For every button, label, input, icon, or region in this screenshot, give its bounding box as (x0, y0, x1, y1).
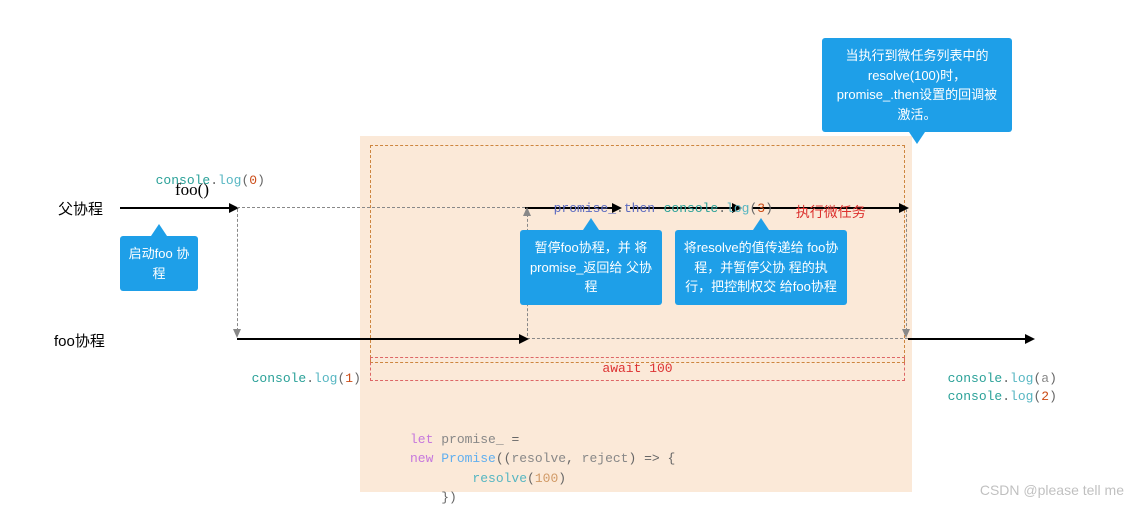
watermark: CSDN @please tell me (980, 482, 1124, 498)
await-box: await 100 (370, 357, 905, 381)
label-microtask: 执行微任务 (788, 186, 866, 222)
label-console-log-1: console.log(1) (236, 356, 361, 386)
arrow-parent-1 (120, 207, 237, 209)
arrow-foo-1 (237, 338, 527, 340)
label-foo-call: foo() (175, 180, 209, 200)
dashed-parent-mid (237, 207, 525, 208)
arrow-foo-2 (908, 338, 1033, 340)
callout-top-right: 当执行到微任务列表中的 resolve(100)时， promise_.then… (822, 38, 1012, 132)
row-label-parent: 父协程 (58, 198, 103, 219)
callout-resolve-foo: 将resolve的值传递给 foo协程，并暂停父协 程的执行，把控制权交 给fo… (675, 230, 847, 305)
label-console-log-2: console.log(2) (932, 374, 1057, 404)
dashed-parent-end (527, 338, 908, 339)
code-block: let promise_ = new Promise((resolve, rej… (410, 410, 675, 508)
dashed-v-3 (906, 209, 907, 336)
callout-pause-foo: 暂停foo协程，并 将promise_返回给 父协程 (520, 230, 662, 305)
dashed-v-1 (237, 209, 238, 336)
label-console-log-3: console.log(3) (648, 186, 773, 216)
label-promise-then: promise_.then (538, 186, 655, 216)
callout-start-foo: 启动foo 协程 (120, 236, 198, 291)
row-label-foo: foo协程 (54, 330, 105, 351)
